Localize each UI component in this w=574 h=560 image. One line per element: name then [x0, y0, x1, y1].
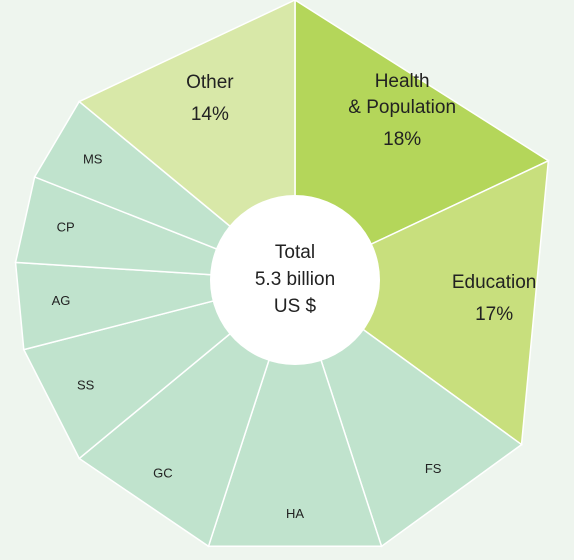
- value-label: 14%: [191, 104, 229, 125]
- slice-label: SS: [77, 378, 95, 393]
- slice-label: Education: [452, 272, 537, 293]
- center-label: Total 5.3 billion US $: [255, 242, 335, 317]
- value-label: 17%: [475, 304, 513, 325]
- slice-label: FS: [425, 462, 442, 477]
- slice-label: GC: [153, 466, 173, 481]
- slice: [77, 0, 296, 282]
- center-hole: [210, 195, 380, 365]
- slice-label: Health & Population: [348, 71, 456, 118]
- value-label: 18%: [383, 129, 421, 150]
- slice-label: Other: [186, 72, 234, 93]
- slice-label: CP: [57, 220, 75, 235]
- slice-label: MS: [83, 152, 103, 167]
- slice-label: AG: [52, 294, 71, 309]
- slice-label: HA: [286, 506, 304, 521]
